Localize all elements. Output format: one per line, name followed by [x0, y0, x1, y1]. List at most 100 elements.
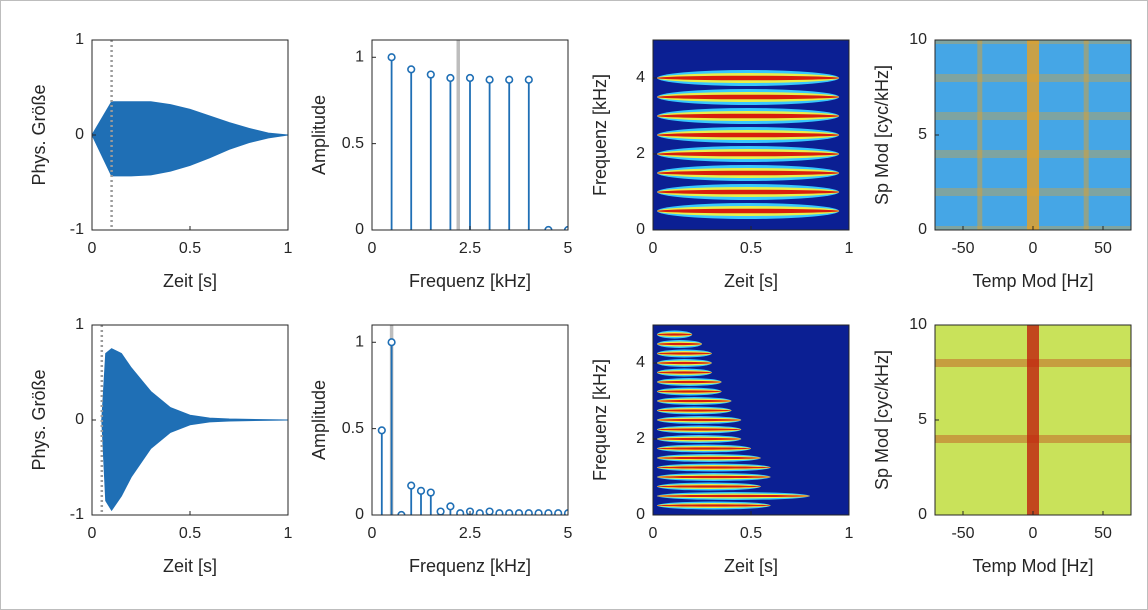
y-axis-label: Sp Mod [cyc/kHz] — [872, 65, 892, 205]
stem-marker — [377, 426, 386, 435]
x-tick-label: 0.5 — [179, 525, 201, 542]
x-axis-label: Zeit [s] — [163, 556, 217, 576]
harmonic-band — [657, 371, 712, 374]
harmonic-band — [657, 361, 712, 365]
stem-marker — [534, 509, 543, 515]
panel: -50 0 50 0 5 10 Temp Mod [Hz] Sp Mod [cyc/kHz] — [872, 316, 1132, 576]
y-tick-label: 2 — [636, 145, 645, 162]
x-tick-label: -50 — [951, 240, 974, 257]
y-tick-label: 0 — [355, 506, 364, 523]
stem-marker — [485, 75, 494, 84]
y-tick-label: 0 — [918, 221, 927, 238]
panel: 0 2.5 5 0 0.5 1 Frequenz [kHz] Amplitude — [309, 324, 573, 576]
stem-marker — [446, 73, 455, 83]
x-tick-label: 0.5 — [740, 240, 762, 257]
stem-marker — [505, 75, 514, 84]
harmonic-band — [657, 475, 771, 479]
stem-marker — [426, 488, 435, 497]
y-tick-label: 5 — [918, 411, 927, 428]
harmonic-band — [657, 447, 751, 450]
stem-marker — [416, 486, 426, 495]
stem-marker — [485, 507, 494, 515]
harmonic-band — [657, 342, 702, 346]
y-axis-label: Frequenz [kHz] — [590, 359, 610, 481]
harmonic-band — [657, 189, 840, 195]
plot-area — [100, 325, 288, 515]
y-tick-label: 0 — [75, 411, 84, 428]
y-axis-label: Amplitude — [309, 95, 329, 175]
x-tick-label: -50 — [951, 525, 974, 542]
y-axis-label: Frequenz [kHz] — [590, 74, 610, 196]
ridge-vertical — [1083, 40, 1089, 230]
x-tick-label: 0 — [368, 525, 377, 542]
x-tick-label: 1 — [845, 525, 854, 542]
harmonic-band — [657, 428, 742, 431]
y-tick-label: 0 — [918, 506, 927, 523]
stem-marker — [544, 509, 553, 515]
x-tick-label: 0 — [88, 240, 97, 257]
stem-marker — [426, 70, 435, 79]
harmonic-band — [657, 418, 742, 422]
y-tick-label: 1 — [75, 31, 84, 48]
x-tick-label: 0 — [1029, 240, 1038, 257]
stem-marker — [436, 507, 445, 515]
ridge-vertical — [1027, 40, 1039, 230]
y-tick-label: 5 — [918, 126, 927, 143]
harmonic-band — [657, 409, 732, 412]
panel: 0 0.5 1 0 2 4 Zeit [s] Frequenz [kHz] — [590, 324, 854, 576]
stem-marker — [397, 510, 406, 515]
x-tick-label: 0.5 — [179, 240, 201, 257]
x-axis-label: Zeit [s] — [724, 556, 778, 576]
stem-marker — [505, 509, 514, 515]
panel: 0 0.5 1 0 2 4 Zeit [s] Frequenz [kHz] — [590, 39, 854, 291]
stem-marker — [465, 73, 475, 83]
y-tick-label: 0 — [355, 221, 364, 238]
plot-area — [935, 40, 1131, 230]
y-tick-label: 1 — [355, 333, 364, 350]
x-tick-label: 0 — [88, 525, 97, 542]
x-axis-label: Temp Mod [Hz] — [972, 271, 1093, 291]
y-tick-label: 1 — [355, 48, 364, 65]
ridge-vertical — [1027, 325, 1039, 515]
stem-marker — [387, 338, 396, 347]
harmonic-band — [657, 380, 722, 384]
plot-area — [92, 40, 288, 230]
y-axis-label: Sp Mod [cyc/kHz] — [872, 350, 892, 490]
harmonic-band — [657, 132, 840, 138]
ridge-vertical — [977, 40, 983, 230]
harmonic-band — [657, 333, 693, 336]
harmonic-band — [657, 485, 761, 488]
harmonic-band — [657, 208, 840, 214]
stem-marker — [407, 65, 416, 74]
y-tick-label: 4 — [636, 354, 645, 371]
stem-marker — [456, 509, 465, 515]
y-tick-label: -1 — [70, 221, 84, 238]
x-tick-label: 1 — [845, 240, 854, 257]
x-tick-label: 0 — [368, 240, 377, 257]
x-tick-label: 50 — [1094, 240, 1112, 257]
x-axis-label: Zeit [s] — [163, 271, 217, 291]
harmonic-band — [657, 466, 771, 469]
stem-marker — [495, 509, 504, 515]
x-tick-label: 0.5 — [740, 525, 762, 542]
y-tick-label: 0 — [636, 221, 645, 238]
stem-marker — [524, 75, 533, 84]
y-tick-label: 0.5 — [342, 420, 364, 437]
y-tick-label: 1 — [75, 316, 84, 333]
harmonic-band — [657, 151, 840, 157]
harmonic-band — [657, 399, 732, 403]
plot-area — [377, 325, 568, 515]
y-tick-label: 10 — [909, 31, 927, 48]
x-tick-label: 0 — [649, 240, 658, 257]
x-tick-label: 5 — [564, 240, 573, 257]
harmonic-band — [657, 170, 840, 176]
x-tick-label: 2.5 — [459, 525, 481, 542]
x-tick-label: 0 — [1029, 525, 1038, 542]
plot-area — [653, 40, 849, 230]
plot-area — [653, 325, 849, 515]
waveform-envelope — [101, 419, 288, 512]
waveform-envelope — [92, 134, 288, 177]
